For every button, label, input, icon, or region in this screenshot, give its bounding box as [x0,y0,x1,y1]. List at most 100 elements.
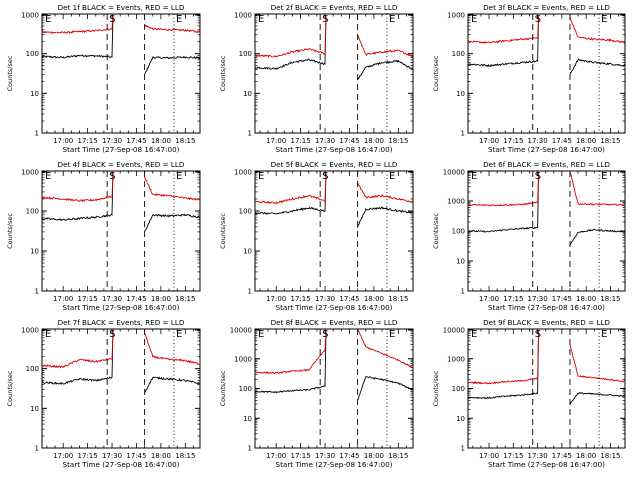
x-tick-label: 17:15 [78,452,98,460]
x-tick-label: 17:30 [102,295,122,303]
x-tick-label: 18:00 [364,452,384,460]
marker-label: E [258,171,264,182]
y-tick-label: 1000 [21,12,39,20]
events-series-line [41,14,201,75]
x-tick-label: 17:00 [266,137,286,145]
y-tick-label: 1000 [234,355,252,363]
events-series-line [254,329,414,401]
lld-series-line [467,329,626,385]
panel-det-3f: Det 3f BLACK = Events, RED = LLD 1 10 100 10… [432,3,626,154]
marker-label: E [45,171,51,182]
panel-det-2f: Det 2f BLACK = Events, RED = LLD 1 10 100 10… [219,3,414,154]
panel-title: Det 2f BLACK = Events, RED = LLD [271,3,398,12]
y-tick-label: 1 [461,445,465,453]
x-axis-label: Start Time (27-Sep-08 16:47:00) [63,303,180,312]
y-tick-label: 1 [461,288,465,296]
plot-frame [41,170,201,292]
marker-label: S [535,14,541,25]
marker-label: S [322,171,328,182]
x-tick-label: 17:00 [53,295,73,303]
x-tick-label: 18:15 [600,452,620,460]
panel-det-7f: Det 7f BLACK = Events, RED = LLD 1 10 100 10… [6,318,201,469]
marker-label: S [109,329,115,340]
x-tick-label: 17:15 [503,137,523,145]
x-tick-label: 18:00 [151,137,171,145]
lld-series-line [467,171,626,207]
panel-det-9f: Det 9f BLACK = Events, RED = LLD 1 10 100 10… [432,318,626,469]
panel-title: Det 8f BLACK = Events, RED = LLD [271,318,398,327]
y-tick-label: 1 [35,288,39,296]
plot-frame [41,328,201,449]
marker-label: E [45,14,51,25]
y-axis-label: Counts/sec [6,213,14,249]
y-tick-label: 1 [248,445,252,453]
panel-title: Det 6f BLACK = Events, RED = LLD [483,160,610,169]
x-tick-label: 17:00 [479,452,499,460]
x-tick-label: 17:00 [53,452,73,460]
x-tick-label: 17:00 [266,452,286,460]
panel-det-5f: Det 5f BLACK = Events, RED = LLD 1 10 100 10… [219,160,414,312]
marker-label: E [389,14,395,25]
y-tick-label: 1000 [447,355,465,363]
marker-label: E [471,171,477,182]
x-tick-label: 17:00 [479,295,499,303]
y-tick-label: 10 [456,415,465,423]
x-tick-label: 17:30 [315,295,335,303]
events-series-line [467,14,626,75]
marker-label: S [535,171,541,182]
x-tick-label: 18:00 [364,137,384,145]
y-axis-label: Counts/sec [6,55,14,91]
x-tick-label: 17:45 [552,137,572,145]
panel-title: Det 5f BLACK = Events, RED = LLD [271,160,398,169]
y-tick-label: 10 [243,90,252,98]
x-tick-label: 17:45 [339,295,359,303]
x-axis-label: Start Time (27-Sep-08 16:47:00) [488,460,605,469]
y-tick-label: 1000 [21,327,39,335]
x-tick-label: 17:00 [53,137,73,145]
y-tick-label: 1000 [234,169,252,177]
x-tick-label: 18:15 [388,137,408,145]
y-axis-label: Counts/sec [219,213,227,249]
y-axis-label: Counts/sec [6,370,14,406]
x-axis-label: Start Time (27-Sep-08 16:47:00) [276,460,393,469]
marker-label: E [176,329,182,340]
x-tick-label: 18:00 [364,295,384,303]
marker-label: S [109,14,115,25]
y-tick-label: 100 [239,208,252,216]
y-tick-label: 1 [248,130,252,138]
lld-series-line [254,14,414,59]
marker-label: E [601,329,607,340]
marker-label: E [601,14,607,25]
y-tick-label: 100 [452,228,465,236]
y-tick-label: 1 [248,288,252,296]
y-tick-label: 10 [243,248,252,256]
marker-label: E [389,329,395,340]
y-tick-label: 10 [243,415,252,423]
x-tick-label: 17:45 [552,452,572,460]
x-axis-label: Start Time (27-Sep-08 16:47:00) [276,303,393,312]
x-tick-label: 17:45 [339,452,359,460]
y-tick-label: 1 [35,445,39,453]
lld-series-line [254,171,414,205]
marker-label: S [535,329,541,340]
y-axis-label: Counts/sec [432,55,440,91]
x-tick-label: 17:15 [503,295,523,303]
y-axis-label: Counts/sec [219,55,227,91]
x-tick-label: 17:00 [479,137,499,145]
x-axis-label: Start Time (27-Sep-08 16:47:00) [63,145,180,154]
x-tick-label: 17:30 [528,452,548,460]
y-tick-label: 100 [239,50,252,58]
y-tick-label: 10000 [230,327,252,335]
x-tick-label: 17:15 [291,452,311,460]
x-tick-label: 17:45 [552,295,572,303]
x-tick-label: 17:30 [528,137,548,145]
x-tick-label: 18:00 [576,295,596,303]
x-axis-label: Start Time (27-Sep-08 16:47:00) [488,145,605,154]
plot-frame [467,328,626,449]
y-tick-label: 1000 [234,12,252,20]
y-tick-label: 1000 [447,198,465,206]
y-tick-label: 10000 [443,169,465,177]
y-tick-label: 100 [26,50,39,58]
panel-title: Det 7f BLACK = Events, RED = LLD [58,318,185,327]
